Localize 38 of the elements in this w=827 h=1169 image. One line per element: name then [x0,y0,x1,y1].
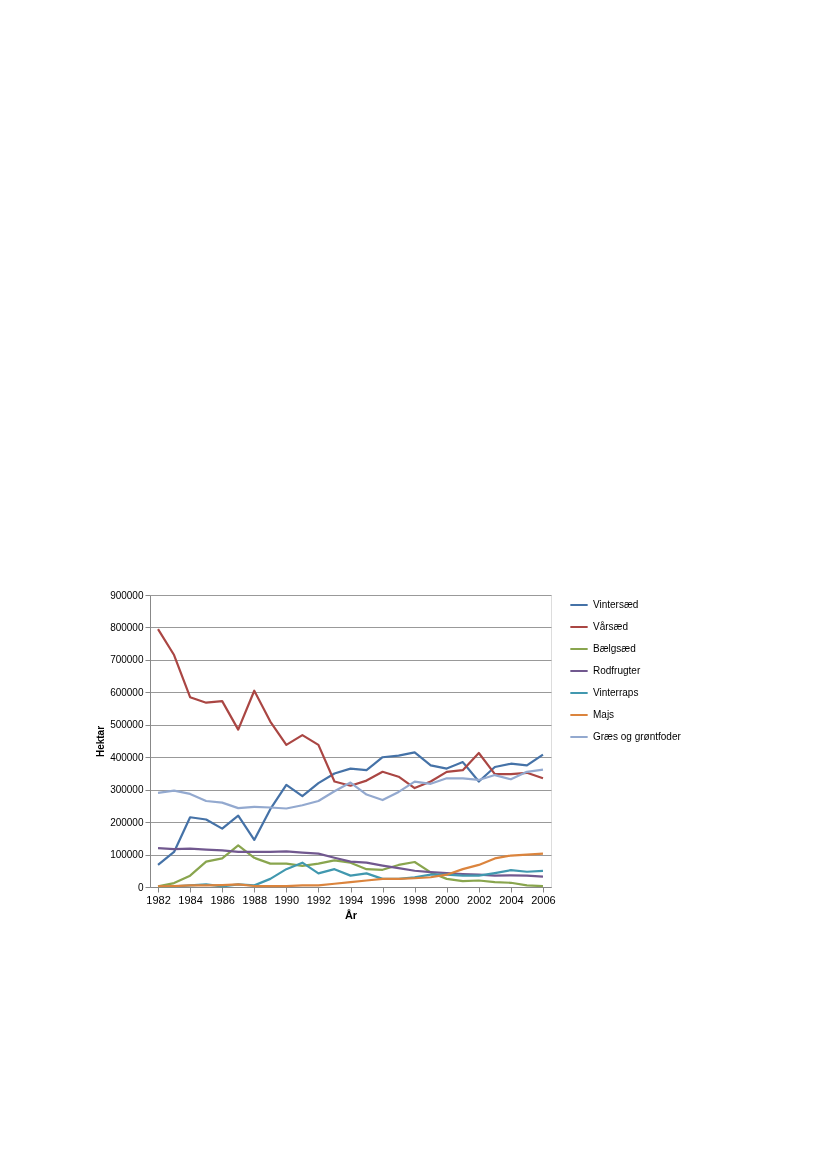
legend-label: Vårsæd [593,621,629,632]
x-tick-label: 1982 [146,893,171,906]
y-tick-label: 900000 [110,589,144,601]
x-tick-label: 1998 [402,893,428,906]
y-tick-label: 800000 [110,621,144,633]
y-tick-label: 400000 [110,751,144,763]
line-series [156,846,545,878]
legend-label: Græs og grøntfoder [593,731,682,742]
line-series [156,627,545,790]
x-tick-label: 1984 [178,893,203,906]
y-tick-label: 100000 [110,849,144,861]
line-series [156,852,545,888]
y-tick-label: 700000 [110,654,144,666]
x-tick-label: 2004 [499,893,524,906]
y-tick-label: 200000 [110,816,144,828]
x-tick-label: 2002 [467,893,492,906]
x-tick-label: 1992 [306,893,332,906]
legend-label: Vinterraps [593,687,639,698]
x-tick-label: 1994 [338,893,364,906]
legend-label: Majs [593,709,615,720]
line-series [156,751,545,867]
x-tick-label: 2006 [531,893,556,906]
y-tick-label: 0 [137,881,144,893]
x-tick-label: 1996 [370,893,396,906]
x-tick-label: 1986 [210,893,235,906]
x-tick-label: 1988 [242,893,267,906]
legend-label: Rodfrugter [593,665,641,676]
y-tick-label: 300000 [110,784,144,796]
y-axis-title: Hektar [95,725,107,758]
x-tick-label: 1990 [274,893,300,906]
y-tick-label: 600000 [110,686,144,698]
x-axis-title: År [344,908,358,921]
line-series [156,861,545,889]
y-tick-label: 500000 [110,719,144,731]
line-series [156,768,545,810]
x-tick-label: 2000 [435,893,460,906]
legend-label: Vintersæd [593,599,639,610]
legend-label: Bælgsæd [593,643,636,654]
